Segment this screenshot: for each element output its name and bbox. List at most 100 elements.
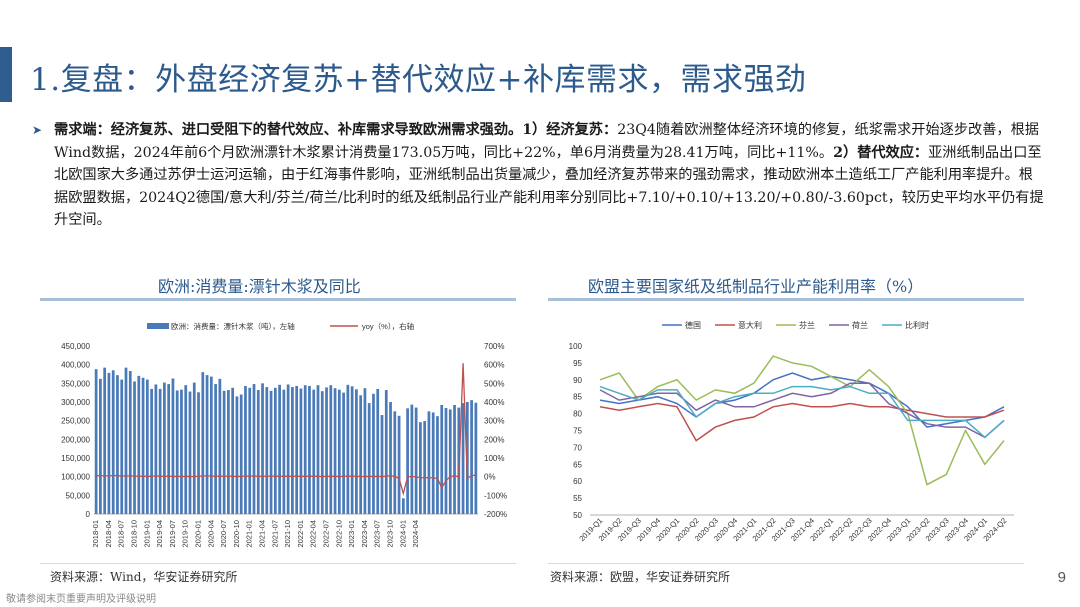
consumption-bar (337, 389, 341, 514)
consumption-bar (244, 385, 247, 514)
legend-label: 意大利 (738, 320, 762, 330)
left-x-tick: 2021-01 (245, 520, 254, 548)
consumption-bar (342, 392, 345, 514)
consumption-bar (107, 372, 111, 514)
legend-label: 荷兰 (852, 320, 868, 330)
right-y-tick: 200% (484, 435, 504, 444)
y-tick: 80 (573, 410, 582, 419)
left-x-tick: 2020-01 (194, 520, 203, 548)
consumption-bar (470, 400, 473, 514)
left-y-tick: 250,000 (61, 417, 90, 426)
right-chart-title: 欧盟主要国家纸及纸制品行业产能利用率（%） (588, 277, 924, 296)
consumption-bar (150, 388, 153, 514)
series-line (599, 355, 1005, 486)
left-x-tick: 2024-04 (411, 520, 420, 548)
left-x-tick: 2022-01 (296, 520, 305, 548)
consumption-bar (227, 390, 230, 514)
left-x-tick: 2023-01 (347, 520, 356, 548)
right-y-tick: -100% (484, 491, 507, 500)
disclaimer-footer: 敬请参阅末页重要声明及评级说明 (6, 594, 156, 605)
consumption-bar (372, 393, 375, 514)
consumption-bar (124, 367, 128, 514)
left-x-tick: 2023-04 (360, 520, 369, 548)
left-x-tick: 2019-04 (155, 520, 164, 548)
consumption-bar (299, 388, 303, 514)
consumption-bar (175, 390, 179, 514)
consumption-bar (355, 389, 358, 514)
consumption-bar (286, 384, 290, 514)
consumption-bar (188, 391, 192, 514)
consumption-bar (278, 384, 281, 514)
left-y-tick: 0 (86, 510, 91, 519)
consumption-bar (474, 402, 478, 514)
consumption-bar (423, 421, 427, 514)
consumption-bar (214, 384, 217, 514)
left-x-tick: 2022-04 (309, 520, 318, 548)
right-y-tick: -200% (484, 510, 507, 519)
consumption-bar (440, 404, 444, 514)
consumption-bar (291, 387, 294, 514)
consumption-bar (184, 385, 188, 514)
consumption-bar (205, 375, 209, 514)
consumption-bar (197, 392, 200, 514)
consumption-bar (231, 387, 235, 514)
consumption-bar (384, 390, 388, 514)
y-tick: 100 (569, 342, 583, 351)
consumption-bar (312, 389, 316, 514)
consumption-bar (465, 402, 469, 514)
consumption-bar (380, 415, 384, 514)
consumption-bar (261, 383, 264, 514)
legend-label-yoy: yoy（%），右轴 (362, 321, 414, 331)
consumption-bar (333, 388, 337, 514)
left-chart-title: 欧洲:消费量:漂针木浆及同比 (158, 277, 361, 296)
consumption-bar (350, 386, 354, 514)
legend-bar-swatch (147, 323, 169, 329)
left-x-tick: 2018-10 (130, 520, 139, 548)
consumption-bar (103, 367, 107, 514)
consumption-bar (346, 384, 350, 514)
left-x-tick: 2022-10 (334, 520, 343, 548)
consumption-bar (167, 384, 171, 514)
consumption-bar (171, 378, 175, 514)
consumption-bar (393, 411, 397, 514)
series-line (599, 402, 1005, 442)
left-x-tick: 2021-10 (283, 520, 292, 548)
right-y-tick: 400% (484, 398, 504, 407)
series-line (599, 372, 1005, 428)
series-line (599, 382, 1005, 439)
left-x-tick: 2019-07 (168, 520, 177, 548)
left-x-tick: 2019-01 (142, 520, 151, 548)
consumption-bar (269, 390, 273, 514)
right-chart: 德国 意大利 芬兰 荷兰 比利时 505560657075808590951002019… (569, 320, 1014, 543)
left-y-tick: 100,000 (61, 473, 90, 482)
left-chart-source: 资料来源：Wind，华安证券研究所 (50, 570, 238, 584)
consumption-bar (201, 372, 205, 514)
left-y-tick: 200,000 (61, 435, 90, 444)
legend-label: 德国 (685, 320, 701, 330)
consumption-bar (128, 371, 132, 514)
left-legend: 欧洲：消费量：漂针木浆（吨），左轴 yoy（%），右轴 (147, 321, 414, 331)
consumption-bar (329, 385, 333, 514)
consumption-bar (222, 390, 226, 514)
consumption-bar (137, 375, 141, 514)
right-y-tick: 300% (484, 417, 504, 426)
consumption-bar (316, 385, 320, 514)
legend-label-consumption: 欧洲：消费量：漂针木浆（吨），左轴 (171, 321, 295, 331)
legend-label: 比利时 (905, 320, 929, 330)
consumption-bar (410, 404, 414, 514)
right-y-tick: 700% (484, 342, 504, 351)
consumption-bar (99, 378, 102, 514)
left-x-tick: 2021-04 (258, 520, 267, 548)
consumption-bar (367, 403, 371, 514)
left-x-tick: 2023-10 (386, 520, 395, 548)
consumption-bar (325, 387, 328, 514)
left-chart-rule (40, 298, 516, 301)
left-x-tick: 2019-10 (181, 520, 190, 548)
consumption-bar (209, 376, 213, 514)
consumption-bar (397, 415, 401, 514)
consumption-bar (320, 391, 324, 514)
consumption-bar (180, 389, 183, 514)
consumption-bar (444, 407, 448, 514)
bullet-text-1: 23Q4随着欧洲整体经济环境的修复，纸浆需求开始逐步改善，根据Wind数据，20… (54, 122, 1039, 161)
y-tick: 90 (573, 376, 582, 385)
